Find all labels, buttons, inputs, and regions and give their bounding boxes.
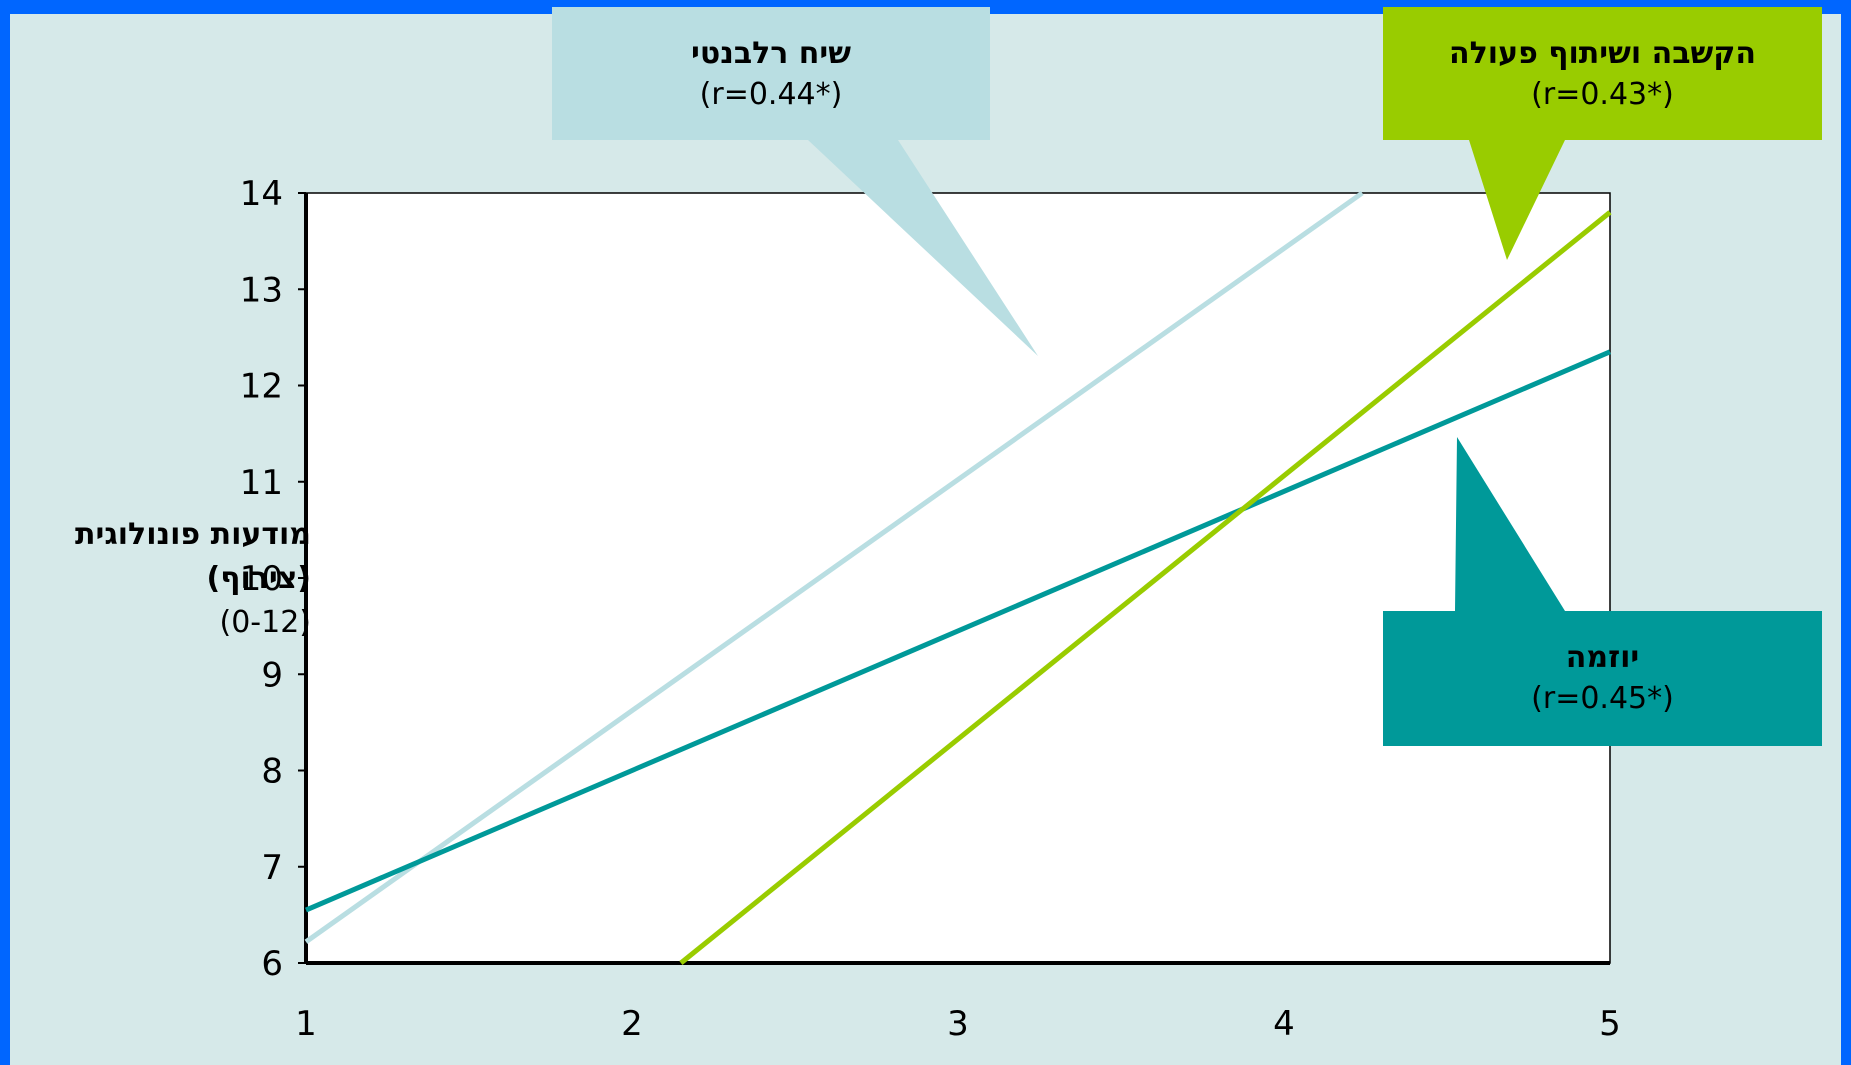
series-correlation-relevant-talk: (r=0.44*) [699,77,843,112]
y-tick-label: 9 [261,655,283,695]
y-tick-label: 14 [240,174,283,214]
series-name-initiative: יוזמה [1565,640,1640,675]
series-lines [304,190,1612,965]
series-correlation-listening: (r=0.43*) [1531,77,1674,112]
x-tick-label: 5 [1599,1004,1621,1044]
callout-initiative-label: יוזמה (r=0.45*) [1383,640,1822,716]
y-tick-label: 11 [240,463,283,503]
y-axis-label: מודעות פונולוגית (צירוף) (0-12) [75,513,311,645]
y-tick-label: 6 [261,944,283,984]
x-tick-label: 4 [1273,1004,1295,1044]
y-axis-label-line1: מודעות פונולוגית [75,517,311,552]
callout-listening-label: הקשבה ושיתוף פעולה (r=0.43*) [1383,36,1822,112]
plot-area [305,192,1611,964]
callout-initiative-box [1383,437,1822,746]
series-name-relevant-talk: שיח רלבנטי [691,36,851,71]
series-line-0 [304,190,1364,944]
series-line-1 [305,349,1611,913]
series-correlation-initiative: (r=0.45*) [1531,681,1674,716]
y-axis-label-line3: (0-12) [219,605,312,640]
series-line-2 [679,210,1612,965]
x-tick-label: 2 [621,1004,643,1044]
y-axis-label-line2: (צירוף) [206,561,311,596]
y-tick-label: 7 [261,848,283,888]
x-tick-label: 1 [295,1004,317,1044]
y-tick-label: 13 [240,270,283,310]
y-tick-label: 10 [240,559,283,599]
callout-relevant-talk-label: שיח רלבנטי (r=0.44*) [552,36,990,112]
y-tick-label: 8 [261,752,283,792]
x-tick-label: 3 [947,1004,969,1044]
callout-relevant-talk-box [552,7,1038,356]
y-tick-label: 12 [240,367,283,407]
series-name-listening: הקשבה ושיתוף פעולה [1449,36,1756,71]
callout-listening-box [1383,7,1822,260]
